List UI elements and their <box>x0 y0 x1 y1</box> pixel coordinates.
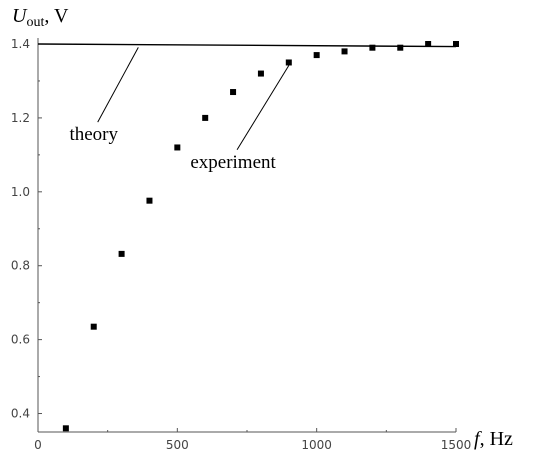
series-layer <box>37 41 459 432</box>
experiment-point <box>285 59 292 66</box>
annotations: theory experiment <box>69 47 290 173</box>
x-tick-label: 500 <box>166 438 189 452</box>
theory-label: theory <box>69 124 118 145</box>
y-tick-label: 0.8 <box>11 259 30 273</box>
y-tick-label: 0.4 <box>11 407 30 421</box>
experiment-point <box>146 197 153 204</box>
axes <box>37 38 456 433</box>
theory-line <box>37 43 457 48</box>
x-tick-label: 1500 <box>441 438 472 452</box>
experiment-point <box>341 48 348 55</box>
y-axis-title: Uout, V <box>12 5 69 30</box>
experiment-point <box>313 52 320 59</box>
y-axis-symbol: U <box>12 5 28 27</box>
x-ticks: 0 500 1000 1500 <box>34 428 471 452</box>
y-axis-unit: , V <box>44 5 69 27</box>
x-axis-unit: , Hz <box>480 428 513 450</box>
x-axis-title: f, Hz <box>474 428 513 450</box>
y-tick-label: 0.6 <box>11 333 30 347</box>
experiment-point <box>397 44 404 51</box>
y-tick-label: 1.4 <box>11 37 30 51</box>
y-axis-subscript: out <box>26 15 44 30</box>
y-tick-label: 1.0 <box>11 185 30 199</box>
experiment-point <box>230 89 237 96</box>
experiment-point <box>425 41 432 47</box>
experiment-point <box>62 425 69 432</box>
experiment-leader-line <box>236 65 290 151</box>
experiment-point <box>257 70 264 77</box>
experiment-point <box>174 144 181 151</box>
experiment-point <box>90 323 97 330</box>
x-tick-label: 0 <box>34 438 42 452</box>
y-tick-label: 1.2 <box>11 111 30 125</box>
x-tick-label: 1000 <box>301 438 332 452</box>
experiment-point <box>202 114 209 121</box>
experiment-point <box>369 44 376 51</box>
experiment-point <box>118 250 125 257</box>
experiment-point <box>453 41 459 47</box>
x-axis-symbol: f <box>474 428 482 450</box>
theory-leader-line <box>97 47 139 123</box>
experiment-label: experiment <box>190 152 276 173</box>
y-ticks: 0.4 0.6 0.8 1.0 1.2 1.4 <box>11 37 42 421</box>
